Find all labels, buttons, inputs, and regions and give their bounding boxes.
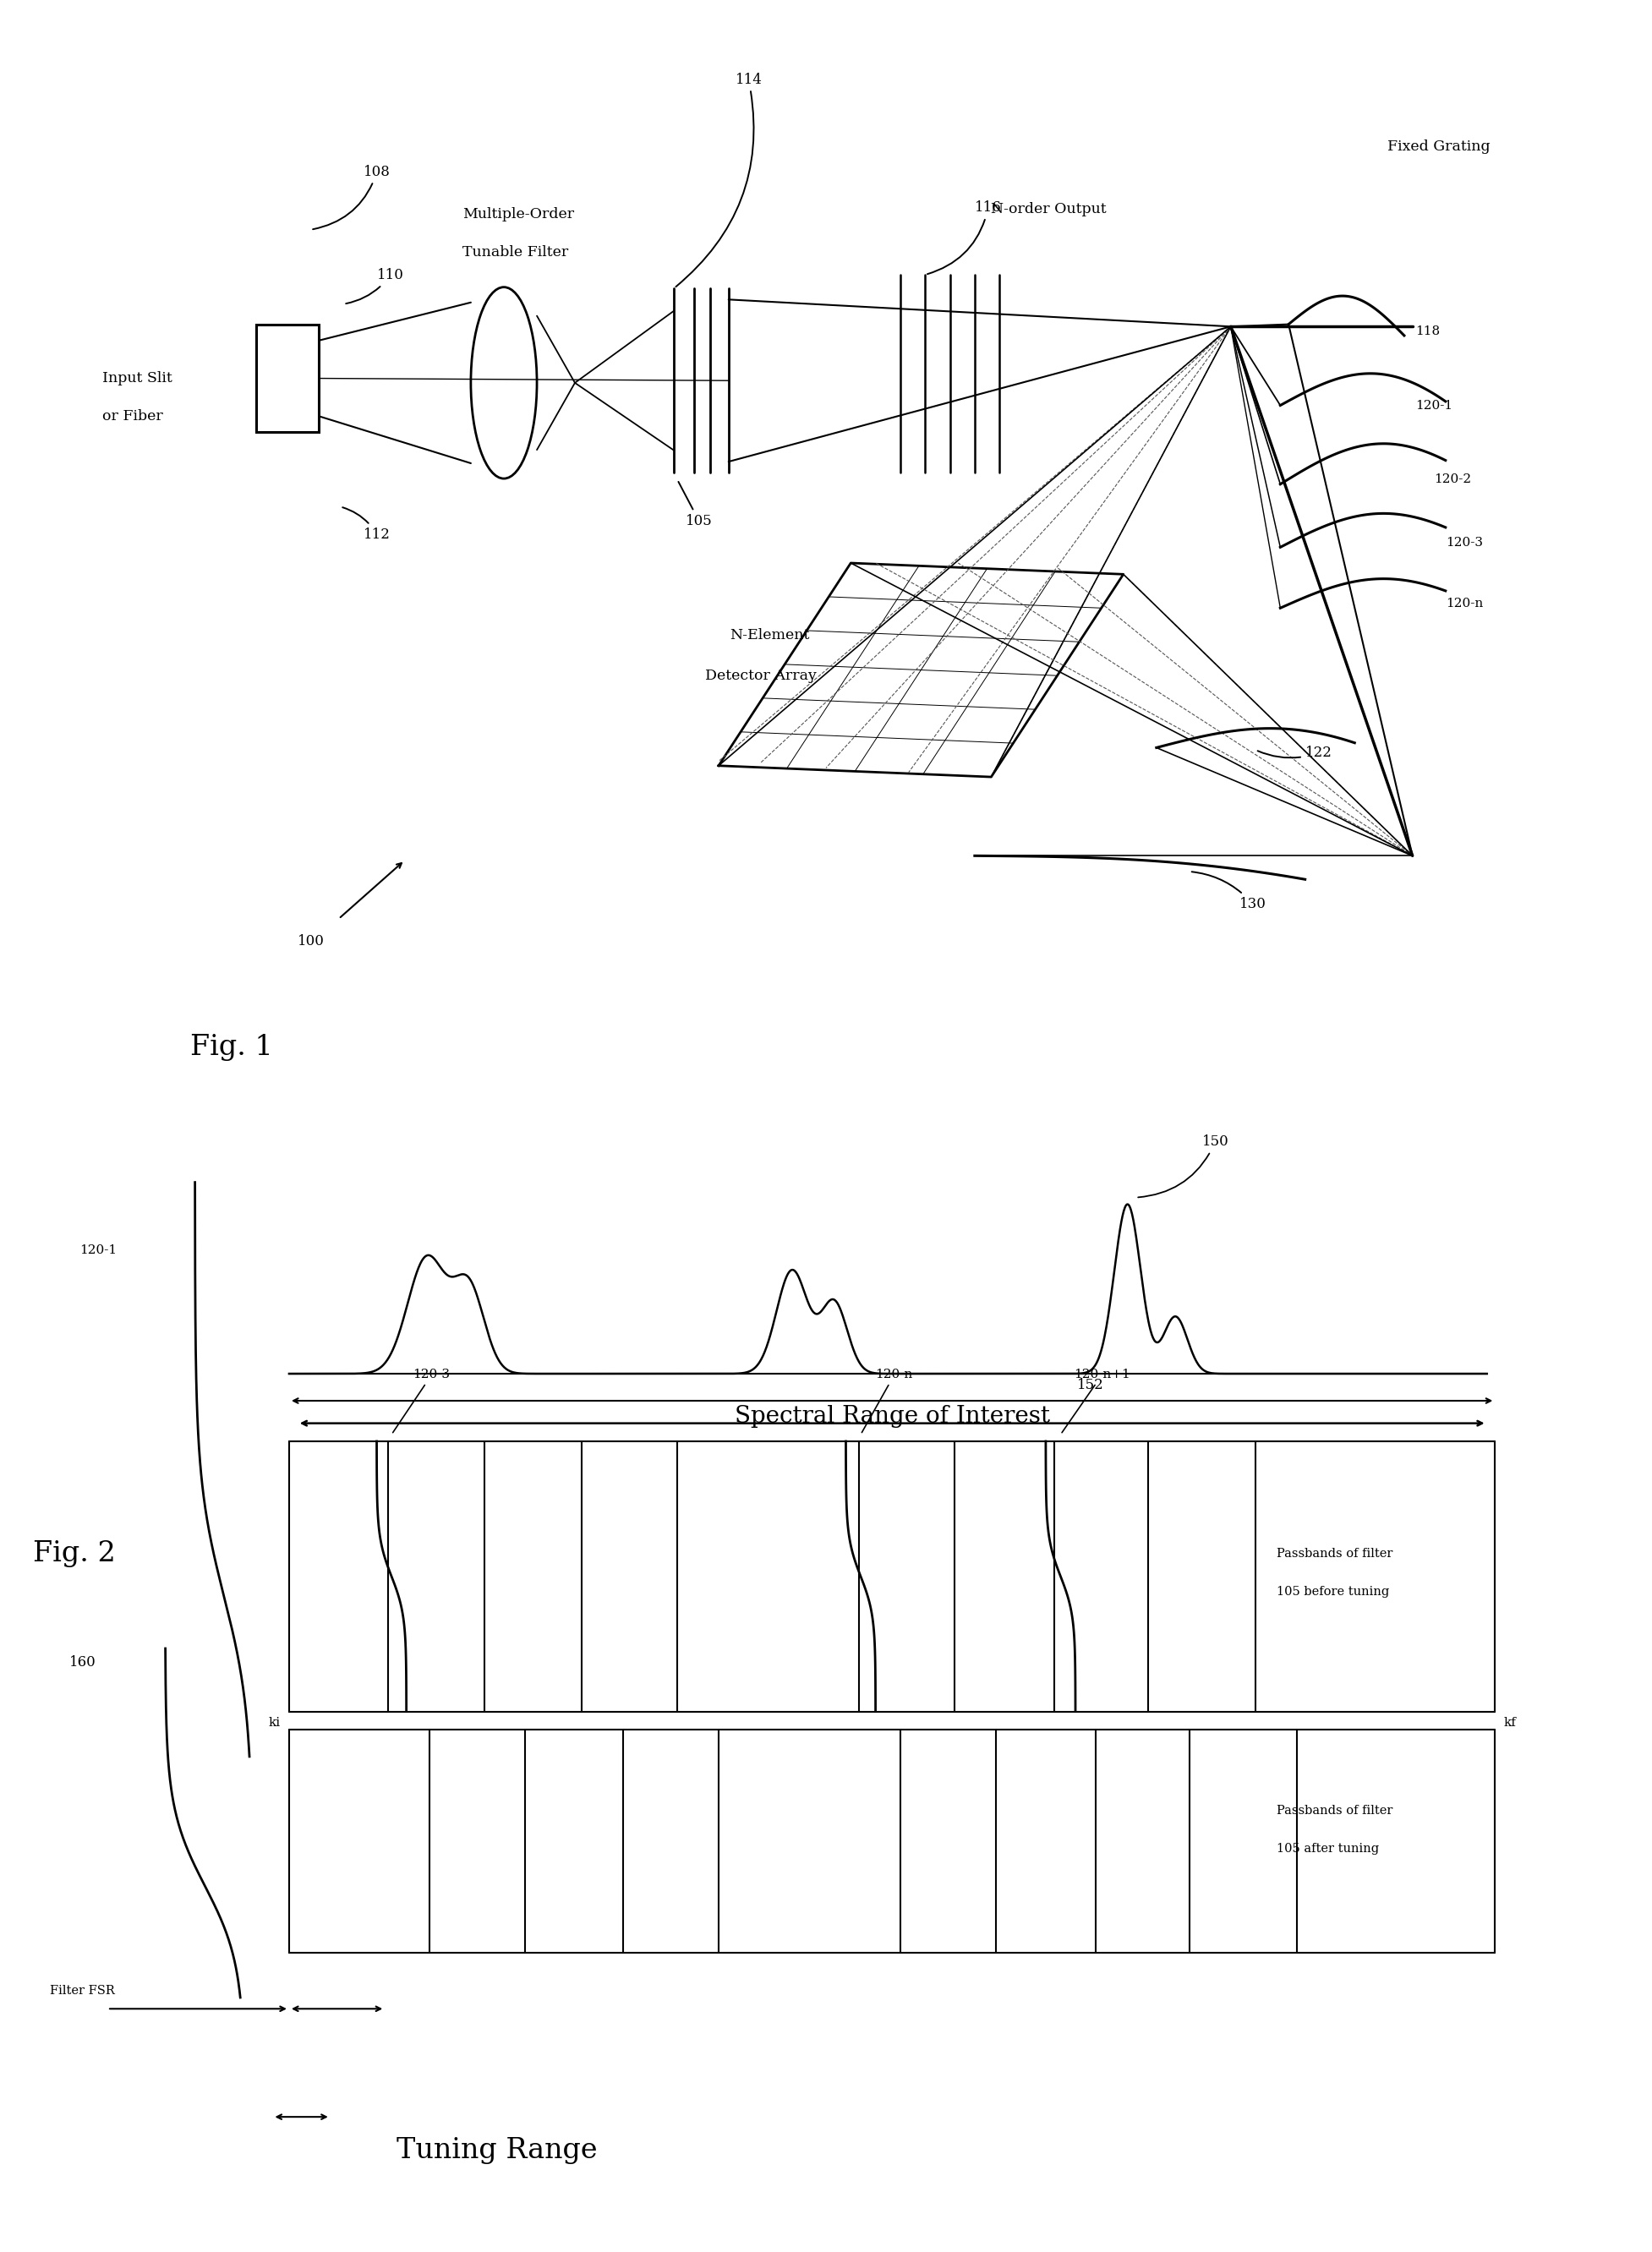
Text: Tuning Range: Tuning Range: [396, 2137, 598, 2164]
Text: 120-3: 120-3: [393, 1369, 451, 1432]
Text: 120-1: 120-1: [79, 1243, 117, 1257]
Text: kf: kf: [1503, 1716, 1517, 1730]
Text: 116: 116: [927, 200, 1001, 275]
Text: Detector Array: Detector Array: [705, 669, 816, 682]
Text: 110: 110: [345, 268, 403, 304]
Text: Passbands of filter: Passbands of filter: [1277, 1804, 1393, 1817]
Text: Fig. 2: Fig. 2: [33, 1540, 116, 1567]
Text: Tunable Filter: Tunable Filter: [463, 245, 568, 259]
Text: Spectral Range of Interest: Spectral Range of Interest: [735, 1405, 1049, 1428]
Text: ki: ki: [269, 1716, 281, 1730]
Text: or Fiber: or Fiber: [102, 410, 164, 423]
Text: 100: 100: [297, 935, 324, 948]
Text: 152: 152: [1077, 1378, 1104, 1392]
Text: 122: 122: [1257, 745, 1332, 761]
Text: 150: 150: [1138, 1135, 1229, 1198]
Text: 118: 118: [1416, 324, 1441, 338]
Text: 120-n+1: 120-n+1: [1062, 1369, 1130, 1432]
Text: 105 after tuning: 105 after tuning: [1277, 1842, 1379, 1856]
Text: 160: 160: [69, 1655, 96, 1669]
Text: 130: 130: [1191, 872, 1265, 912]
Text: 105: 105: [679, 482, 712, 529]
Text: Multiple-Order: Multiple-Order: [463, 207, 575, 221]
Text: 114: 114: [676, 72, 762, 286]
Text: Input Slit: Input Slit: [102, 372, 172, 385]
Text: 120-3: 120-3: [1446, 536, 1483, 549]
Text: N-order Output: N-order Output: [991, 203, 1107, 216]
Text: 120-n: 120-n: [1446, 597, 1483, 610]
Text: Filter FSR: Filter FSR: [50, 1984, 114, 1998]
Text: Fixed Grating: Fixed Grating: [1388, 140, 1490, 153]
Text: 120-1: 120-1: [1416, 399, 1454, 412]
Text: 112: 112: [342, 507, 390, 543]
Text: 105 before tuning: 105 before tuning: [1277, 1585, 1389, 1599]
Bar: [256, 324, 319, 432]
Text: Passbands of filter: Passbands of filter: [1277, 1547, 1393, 1561]
Text: Fig. 1: Fig. 1: [190, 1034, 273, 1061]
Text: 120-n: 120-n: [862, 1369, 914, 1432]
Text: 108: 108: [312, 164, 390, 230]
Text: 120-2: 120-2: [1434, 473, 1472, 486]
Text: N-Element: N-Element: [730, 628, 809, 642]
